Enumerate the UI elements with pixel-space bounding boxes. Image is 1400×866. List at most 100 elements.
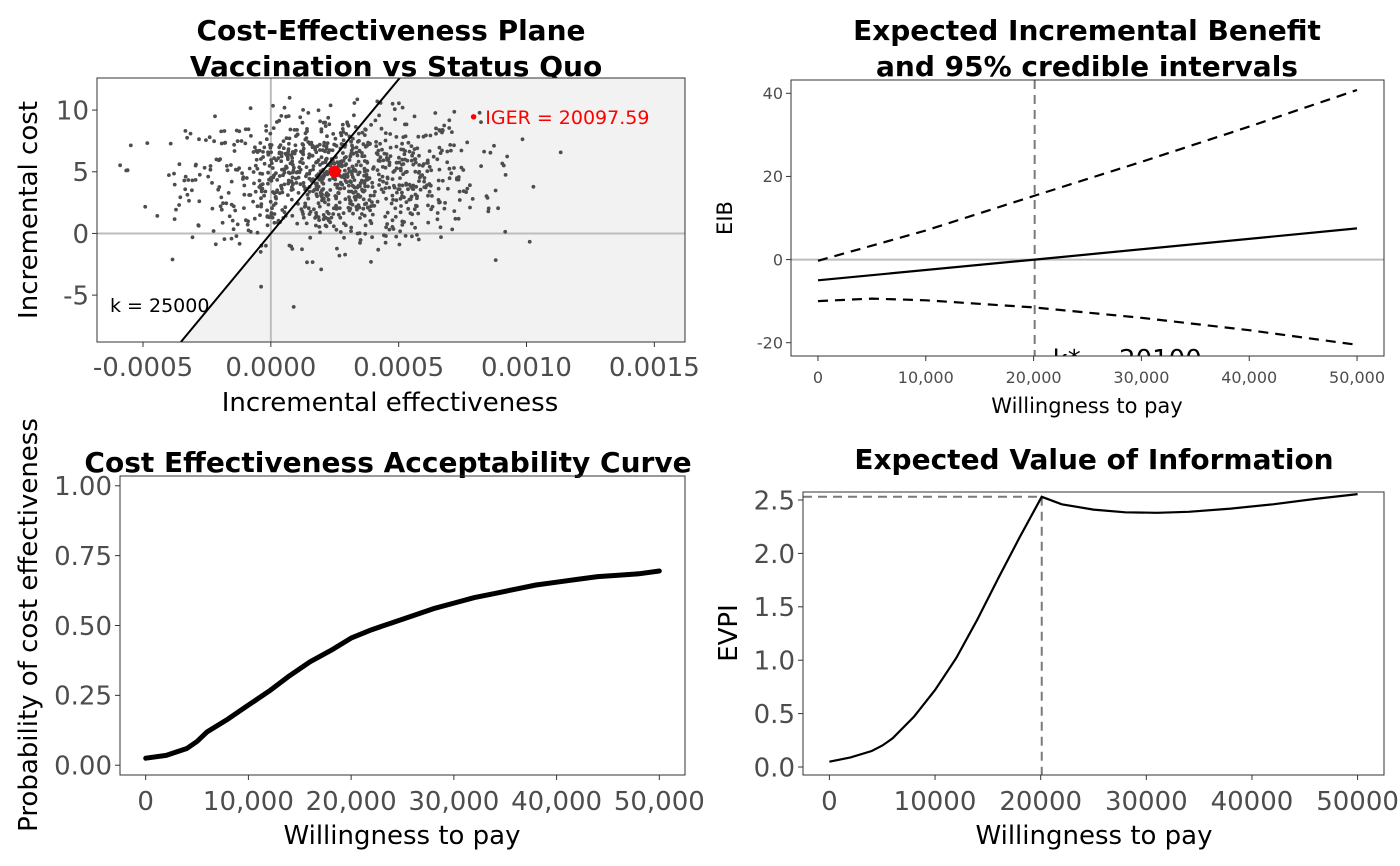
ce-plane-simulation-point xyxy=(363,223,368,228)
ce-plane-simulation-point xyxy=(188,131,193,136)
ce-plane-simulation-point xyxy=(172,182,177,187)
ce-plane-simulation-point xyxy=(351,211,355,216)
ce-plane-simulation-point xyxy=(335,246,339,251)
ce-plane-simulation-point xyxy=(366,177,370,182)
ce-plane-simulation-point xyxy=(241,177,245,181)
ce-plane-simulation-point xyxy=(357,170,362,175)
ceac-x-tick-label: 20,000 xyxy=(306,787,397,817)
ce-plane-simulation-point xyxy=(398,210,403,215)
ce-plane-simulation-point xyxy=(332,142,336,147)
ce-plane-simulation-point xyxy=(398,229,402,234)
ce-plane-simulation-point xyxy=(492,143,496,148)
ce-plane-simulation-point xyxy=(338,180,343,185)
ce-plane-simulation-point xyxy=(211,229,216,233)
ce-plane-simulation-point xyxy=(305,172,309,176)
ce-plane-simulation-point xyxy=(366,205,370,210)
ce-plane-simulation-point xyxy=(262,193,266,198)
ce-plane-simulation-point xyxy=(383,138,388,143)
ce-plane-simulation-point xyxy=(365,168,370,173)
ce-plane-simulation-point xyxy=(520,137,525,142)
ce-plane-simulation-point xyxy=(259,204,263,209)
ce-plane-simulation-point xyxy=(182,178,187,183)
ce-plane-simulation-point xyxy=(347,189,351,194)
evpi-y-tick-label: 0.0 xyxy=(754,753,795,783)
ce-plane-simulation-point xyxy=(265,208,269,213)
ce-plane-simulation-point xyxy=(355,97,360,102)
ce-plane-simulation-point xyxy=(248,106,253,111)
ce-plane-simulation-point xyxy=(301,161,305,166)
eib-title-line2: and 95% credible intervals xyxy=(876,50,1298,83)
ce-plane-simulation-point xyxy=(331,212,336,216)
ce-plane-simulation-point xyxy=(259,189,264,194)
ce-plane-simulation-point xyxy=(468,183,472,188)
ce-plane-simulation-point xyxy=(493,258,498,262)
ce-plane-simulation-point xyxy=(242,192,247,197)
ce-plane-simulation-point xyxy=(344,132,349,136)
ce-plane-simulation-point xyxy=(319,129,324,134)
ce-plane-simulation-point xyxy=(370,185,375,189)
ce-plane-simulation-point xyxy=(385,222,390,226)
ce-plane-simulation-point xyxy=(118,163,122,168)
ceac-title: Cost Effectiveness Acceptability Curve xyxy=(84,446,691,479)
ce-plane-simulation-point xyxy=(204,138,208,143)
ce-plane-simulation-point xyxy=(416,237,421,242)
ce-plane-simulation-point xyxy=(390,101,395,106)
ce-plane-simulation-point xyxy=(321,213,326,217)
ce-plane-simulation-point xyxy=(229,163,233,167)
ce-plane-simulation-point xyxy=(234,234,239,239)
ce-plane-simulation-point xyxy=(265,214,270,219)
ce-plane-simulation-point xyxy=(387,163,392,168)
ce-plane-simulation-point xyxy=(194,162,198,167)
ce-plane-simulation-point xyxy=(190,178,195,183)
ce-plane-simulation-point xyxy=(277,174,282,178)
ce-plane-simulation-point xyxy=(178,195,183,200)
ce-plane-simulation-point xyxy=(183,174,188,179)
ce-plane-simulation-point xyxy=(317,204,322,209)
ce-plane-simulation-point xyxy=(306,140,311,144)
ce-plane-simulation-point xyxy=(354,145,359,150)
ce-plane-simulation-point xyxy=(282,210,287,215)
ce-plane-simulation-point xyxy=(405,158,410,163)
ce-plane-simulation-point xyxy=(288,161,293,166)
ce-plane-simulation-point xyxy=(308,209,313,214)
ce-plane-simulation-point xyxy=(414,203,418,208)
ce-plane-simulation-point xyxy=(426,220,431,225)
ce-plane-simulation-point xyxy=(279,186,284,191)
ce-plane-simulation-point xyxy=(343,252,347,257)
ce-plane-simulation-point xyxy=(219,195,224,200)
ceac-x-tick-label: 0 xyxy=(137,787,154,817)
ce-plane-simulation-point xyxy=(501,163,506,168)
ce-plane-simulation-point xyxy=(226,191,231,195)
ce-plane-simulation-point xyxy=(412,207,417,212)
ce-plane-simulation-point xyxy=(428,133,433,138)
ce-plane-simulation-point xyxy=(311,189,315,194)
ce-plane-simulation-point xyxy=(268,145,273,150)
ce-plane-simulation-point xyxy=(287,95,292,100)
ce-plane-simulation-point xyxy=(314,223,318,228)
ce-plane-simulation-point xyxy=(367,142,372,147)
eib-x-axis-label: Willingness to pay xyxy=(991,394,1182,418)
ce-plane-simulation-point xyxy=(274,171,278,176)
ce-plane-simulation-point xyxy=(348,154,353,159)
ce-plane-simulation-point xyxy=(394,144,399,149)
ce-plane-simulation-point xyxy=(353,125,358,129)
ce-plane-simulation-point xyxy=(452,109,457,114)
ce-plane-simulation-point xyxy=(336,191,341,195)
ce-plane-simulation-point xyxy=(370,200,374,205)
ce-plane-simulation-point xyxy=(371,165,376,170)
ce-plane-simulation-point xyxy=(310,260,315,264)
ce-plane-simulation-point xyxy=(459,148,464,153)
ce-plane-simulation-point xyxy=(411,187,416,192)
eib-panel-border xyxy=(790,79,1385,357)
ce-plane-simulation-point xyxy=(457,189,462,194)
ce-plane-simulation-point xyxy=(298,182,303,187)
ce-plane-simulation-point xyxy=(337,186,342,191)
ce-plane-simulation-point xyxy=(311,164,316,169)
ce-plane-simulation-point xyxy=(352,195,357,200)
ce-plane-simulation-point xyxy=(352,178,357,183)
ce-plane-simulation-point xyxy=(381,190,386,195)
ce-plane-simulation-point xyxy=(360,212,364,216)
ce-plane-simulation-point xyxy=(414,184,419,189)
ce-plane-simulation-point xyxy=(167,173,171,178)
ce-plane-simulation-point xyxy=(223,140,228,145)
